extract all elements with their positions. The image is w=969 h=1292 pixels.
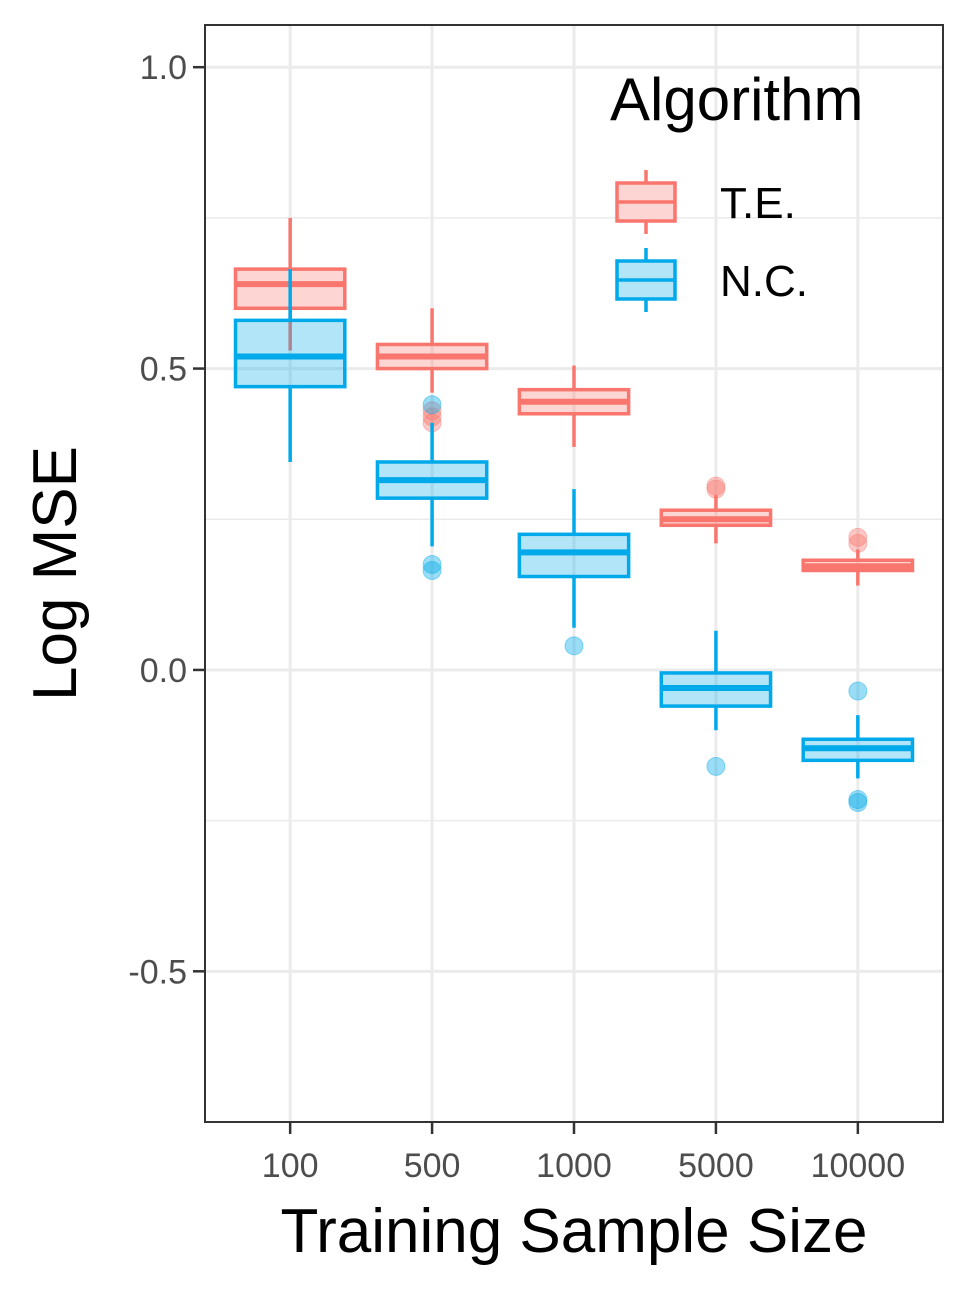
box xyxy=(801,681,915,813)
box xyxy=(517,365,631,447)
outlier-point xyxy=(848,790,868,810)
outlier-point xyxy=(848,793,868,813)
y-tick-label: 1.0 xyxy=(140,49,187,87)
y-tick-label: 0.5 xyxy=(140,351,187,389)
boxes xyxy=(233,217,915,813)
axes: -0.5 0.0 0.5 1.0 100 500 1000 5000 10000 xyxy=(128,49,905,1185)
x-tick-label: 10000 xyxy=(811,1147,906,1185)
outlier-point xyxy=(848,681,868,701)
legend-label: N.C. xyxy=(720,257,808,306)
outlier-point xyxy=(706,756,726,776)
outlier-point xyxy=(422,395,442,415)
box-body xyxy=(517,532,631,579)
y-tick-label: 0.0 xyxy=(140,652,187,690)
box xyxy=(375,308,489,433)
outlier-point xyxy=(848,533,868,553)
series-nc xyxy=(233,269,915,813)
outlier-point xyxy=(706,476,726,496)
outlier-point xyxy=(422,554,442,574)
outlier-point xyxy=(564,636,584,656)
box xyxy=(659,476,773,544)
box-body xyxy=(233,318,347,389)
box xyxy=(517,489,631,656)
legend-item: N.C. xyxy=(615,248,808,312)
box xyxy=(233,269,347,462)
y-tick-label: -0.5 xyxy=(128,953,187,991)
legend-label: T.E. xyxy=(720,179,796,228)
legend-title: Algorithm xyxy=(610,66,863,133)
x-tick-label: 5000 xyxy=(678,1147,754,1185)
y-axis-title: Log MSE xyxy=(21,446,90,701)
outlier-point xyxy=(422,401,442,421)
outlier-point xyxy=(848,527,868,547)
x-tick-label: 500 xyxy=(404,1147,461,1185)
x-tick-label: 100 xyxy=(262,1147,319,1185)
legend: Algorithm T.E. N.C. xyxy=(610,66,863,312)
box xyxy=(801,527,915,586)
x-axis-title: Training Sample Size xyxy=(281,1197,868,1266)
legend-item: T.E. xyxy=(615,170,796,234)
box xyxy=(659,630,773,776)
box xyxy=(375,395,489,580)
outlier-point xyxy=(706,479,726,499)
outlier-point xyxy=(422,560,442,580)
x-tick-label: 1000 xyxy=(536,1147,612,1185)
